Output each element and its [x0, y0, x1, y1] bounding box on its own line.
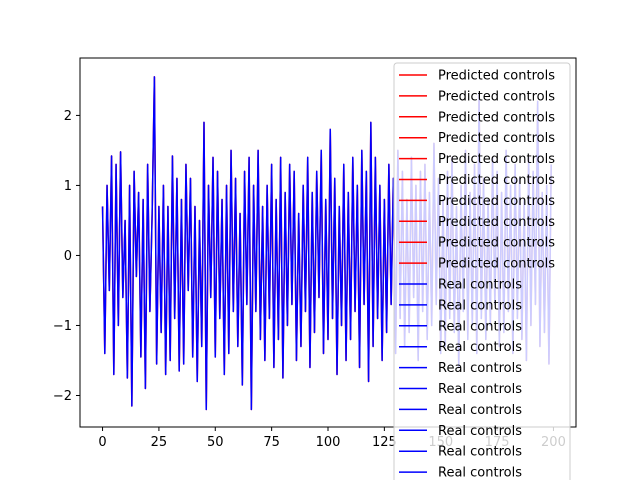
y-tick-label: 2: [64, 109, 72, 124]
legend-box: [393, 62, 571, 480]
legend-entry-label: Predicted controls: [438, 194, 555, 209]
legend-entry-label: Real controls: [438, 278, 522, 293]
x-tick-label: 50: [207, 435, 224, 450]
x-tick-label: 25: [151, 435, 168, 450]
legend-entry-label: Real controls: [438, 466, 522, 480]
legend-entry-label: Real controls: [438, 382, 522, 397]
y-tick-label: 0: [64, 249, 72, 264]
x-tick-label: 100: [316, 435, 341, 450]
y-tick-label: −2: [53, 389, 72, 404]
legend-entry-label: Real controls: [438, 445, 522, 460]
legend: Predicted controls Predicted controls Pred…: [393, 62, 571, 480]
x-tick-label: 0: [98, 435, 106, 450]
legend-entry-label: Real controls: [438, 298, 522, 313]
legend-entry-label: Real controls: [438, 340, 522, 355]
legend-entry-label: Real controls: [438, 403, 522, 418]
legend-entry-label: Predicted controls: [438, 257, 555, 272]
y-tick-label: −1: [53, 319, 72, 334]
legend-entry-label: Predicted controls: [438, 89, 555, 104]
legend-entry-label: Predicted controls: [438, 236, 555, 251]
legend-entry-label: Predicted controls: [438, 215, 555, 230]
legend-entry-label: Real controls: [438, 361, 522, 376]
legend-entry-label: Predicted controls: [438, 131, 555, 146]
legend-entry-label: Predicted controls: [438, 173, 555, 188]
legend-entry-label: Real controls: [438, 319, 522, 334]
x-tick-label: 75: [263, 435, 280, 450]
x-tick-label: 125: [372, 435, 397, 450]
legend-entry-label: Real controls: [438, 424, 522, 439]
legend-entry-label: Predicted controls: [438, 110, 555, 125]
legend-entry-label: Predicted controls: [438, 69, 555, 84]
legend-entry-label: Predicted controls: [438, 152, 555, 167]
y-tick-label: 1: [64, 179, 72, 194]
